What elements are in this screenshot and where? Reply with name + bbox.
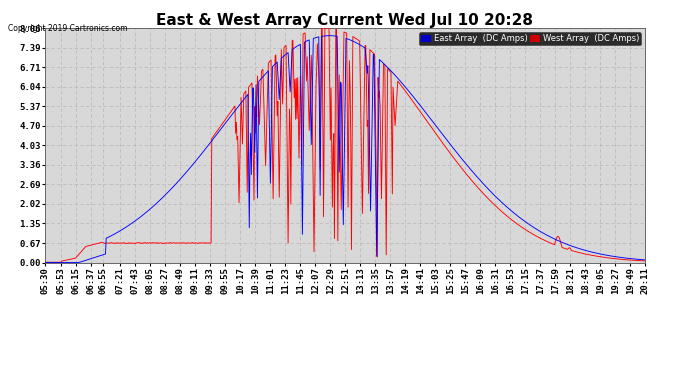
Text: East & West Array Current Wed Jul 10 20:28: East & West Array Current Wed Jul 10 20:… <box>157 13 533 28</box>
Text: Copyright 2019 Cartronics.com: Copyright 2019 Cartronics.com <box>8 24 128 33</box>
Legend: East Array  (DC Amps), West Array  (DC Amps): East Array (DC Amps), West Array (DC Amp… <box>420 32 641 45</box>
